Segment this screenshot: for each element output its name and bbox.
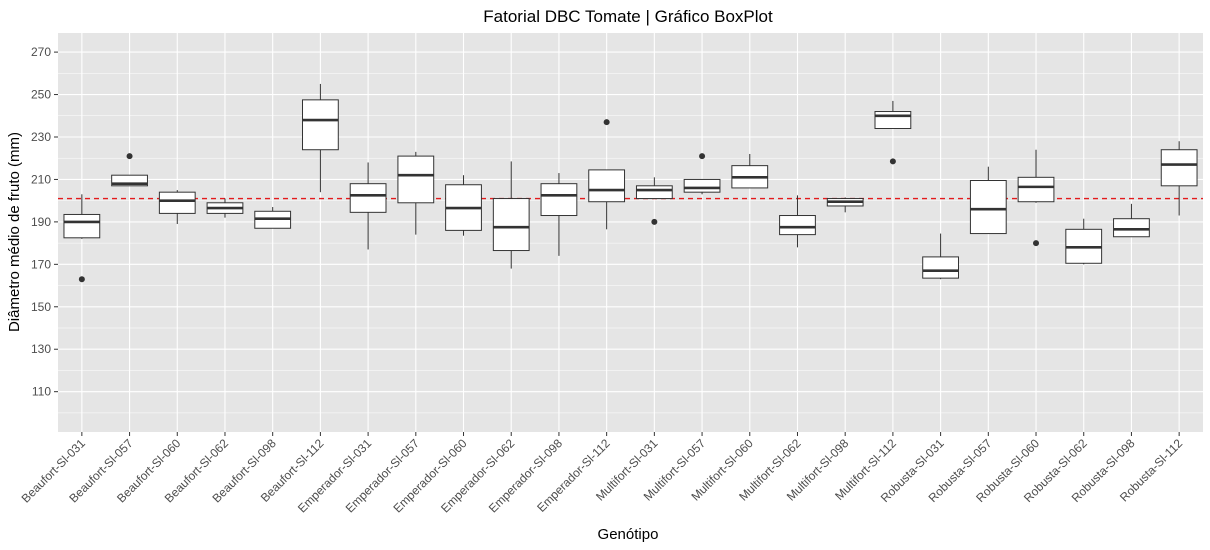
box-Beaufort-Sl-098	[254, 207, 292, 229]
outlier-point	[78, 276, 85, 283]
box-iqr	[1017, 176, 1055, 203]
outlier-point	[699, 153, 706, 160]
box-Multifort-Sl-060	[731, 153, 769, 189]
y-tick-label: 170	[31, 257, 51, 271]
box-iqr	[1160, 149, 1198, 187]
outlier-point	[126, 153, 133, 160]
box-Robusta-Sl-112	[1160, 141, 1198, 216]
x-axis-title: Genótipo	[598, 526, 659, 543]
box-Emperador-Sl-062	[492, 161, 530, 269]
box-Beaufort-Sl-057	[111, 153, 148, 187]
y-axis-title: Diâmetro médio de fruto (mm)	[6, 132, 23, 332]
box-iqr	[779, 215, 816, 236]
box-iqr	[635, 185, 673, 200]
chart-title: Fatorial DBC Tomate | Gráfico BoxPlot	[483, 7, 773, 26]
box-Multifort-Sl-112	[874, 100, 912, 165]
box-iqr	[302, 99, 339, 151]
y-tick-label: 110	[32, 385, 51, 399]
box-Multifort-Sl-057	[683, 153, 721, 195]
x-axis: Beaufort-Sl-031Beaufort-Sl-057Beaufort-S…	[19, 432, 1185, 515]
plot-panel	[58, 33, 1203, 432]
box-Beaufort-Sl-112	[302, 83, 339, 193]
box-iqr	[683, 178, 721, 193]
y-tick-label: 210	[31, 172, 51, 186]
box-Multifort-Sl-098	[826, 197, 864, 213]
box-Beaufort-Sl-031	[63, 194, 101, 283]
y-tick-label: 250	[31, 88, 51, 102]
box-iqr	[969, 180, 1007, 235]
y-tick-label: 150	[31, 300, 51, 314]
box-Emperador-Sl-060	[445, 175, 482, 236]
box-iqr	[540, 183, 578, 217]
box-iqr	[1113, 218, 1150, 238]
box-iqr	[111, 174, 148, 187]
box-iqr	[492, 198, 530, 252]
y-tick-label: 190	[31, 215, 51, 229]
box-iqr	[874, 111, 912, 130]
box-Robusta-Sl-057	[969, 166, 1007, 235]
outlier-point	[1033, 240, 1040, 247]
outlier-point	[651, 218, 658, 225]
box-Emperador-Sl-098	[540, 173, 578, 256]
y-tick-label: 270	[31, 45, 51, 59]
box-iqr	[922, 256, 959, 279]
box-Beaufort-Sl-062	[206, 198, 244, 218]
outlier-point	[603, 119, 610, 126]
y-axis: 110 130 150 170 190 210 230 250 270	[31, 45, 58, 399]
box-Emperador-Sl-057	[397, 151, 435, 235]
box-Multifort-Sl-062	[779, 195, 816, 248]
gridlines	[58, 33, 1203, 432]
box-iqr	[63, 213, 101, 239]
box-Robusta-Sl-062	[1065, 218, 1103, 265]
box-Robusta-Sl-060	[1017, 149, 1055, 247]
boxes	[63, 83, 1198, 283]
box-Beaufort-Sl-060	[158, 190, 196, 225]
box-Multifort-Sl-031	[635, 177, 673, 225]
outlier-point	[889, 158, 896, 165]
y-tick-label: 230	[31, 130, 51, 144]
box-Robusta-Sl-031	[922, 233, 959, 280]
box-iqr	[158, 191, 196, 214]
box-Emperador-Sl-112	[588, 119, 626, 230]
y-tick-label: 130	[31, 342, 51, 356]
box-iqr	[397, 155, 435, 204]
box-Emperador-Sl-031	[349, 162, 387, 250]
box-Robusta-Sl-098	[1113, 203, 1150, 238]
box-iqr	[588, 169, 626, 203]
box-iqr	[349, 183, 387, 213]
